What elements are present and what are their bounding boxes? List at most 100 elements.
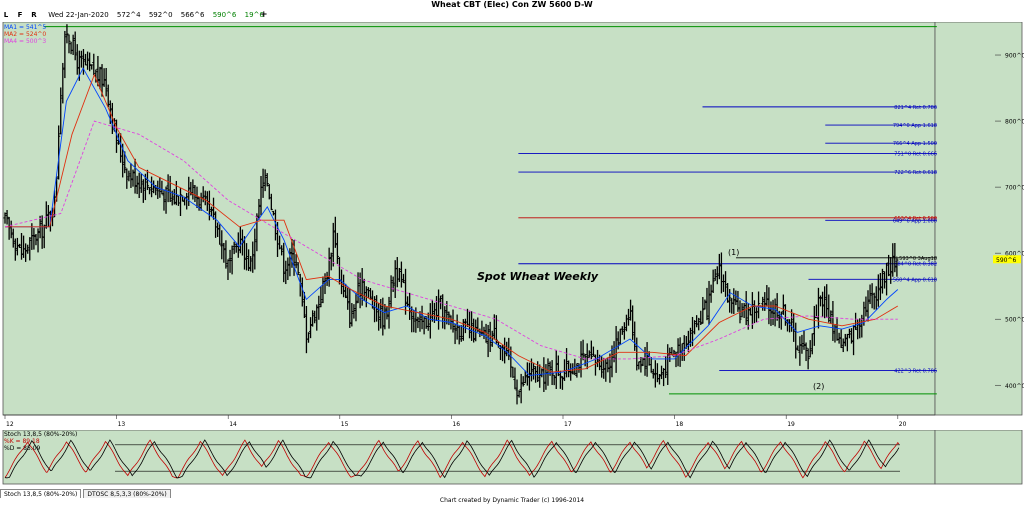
price-bar bbox=[296, 262, 300, 275]
price-bar bbox=[841, 338, 845, 353]
x-tick-label: 14 bbox=[229, 421, 237, 428]
price-bar bbox=[728, 289, 732, 313]
price-bar bbox=[249, 256, 253, 272]
price-bar bbox=[558, 370, 562, 389]
price-bar bbox=[123, 151, 127, 174]
price-bar bbox=[7, 216, 11, 240]
price-bar bbox=[403, 268, 408, 315]
price-bar bbox=[765, 285, 769, 307]
y-tick-label: 600^0 bbox=[1005, 251, 1024, 258]
stoch-d-line bbox=[4, 439, 900, 479]
price-bar bbox=[139, 173, 143, 193]
price-bar bbox=[100, 64, 104, 97]
price-bar bbox=[713, 269, 717, 281]
price-bar bbox=[114, 119, 119, 153]
x-tick-label: 13 bbox=[118, 421, 126, 428]
price-bar bbox=[451, 309, 455, 333]
price-bar bbox=[820, 291, 825, 317]
price-bar bbox=[311, 310, 315, 327]
price-bar bbox=[280, 245, 284, 256]
price-bar bbox=[302, 291, 306, 318]
price-bar bbox=[251, 241, 255, 273]
price-bar bbox=[500, 345, 505, 362]
level-label: 821^4 Ret 0.786 bbox=[894, 105, 937, 111]
price-bar bbox=[868, 284, 872, 305]
ma-line-ma4 bbox=[4, 120, 898, 360]
price-bar bbox=[550, 360, 554, 385]
price-bar bbox=[102, 68, 106, 87]
price-bar bbox=[600, 356, 604, 378]
r-button[interactable]: R bbox=[31, 11, 37, 19]
price-bar bbox=[858, 318, 862, 339]
price-bar bbox=[354, 292, 358, 322]
price-bar bbox=[401, 273, 406, 284]
tab-stoch[interactable]: Stoch 13,8,5 (80%-20%) bbox=[0, 489, 82, 498]
price-chart[interactable]: 900^0 800^0 700^0 600^0 500^0 400^0 12 13 14 15 16… bbox=[0, 22, 1024, 430]
add-button[interactable]: + bbox=[260, 10, 268, 20]
tab-dtosc[interactable]: DTOSC 8,5,3,3 (80%-20%) bbox=[83, 489, 171, 498]
price-bar bbox=[569, 363, 573, 381]
price-bar bbox=[697, 317, 701, 331]
price-bar bbox=[686, 330, 690, 352]
price-bar bbox=[746, 303, 750, 330]
price-bar bbox=[461, 319, 465, 341]
price-bar bbox=[705, 287, 709, 321]
last-price-label: 590^6 bbox=[996, 257, 1016, 264]
price-bar bbox=[527, 362, 532, 391]
price-bar bbox=[244, 243, 249, 271]
price-bar bbox=[628, 299, 633, 321]
price-bar bbox=[265, 173, 269, 187]
l-button[interactable]: L bbox=[3, 11, 9, 19]
price-bar bbox=[300, 277, 304, 307]
price-bar bbox=[143, 173, 147, 201]
price-bar bbox=[346, 287, 350, 310]
price-bar bbox=[736, 290, 740, 312]
price-bar bbox=[620, 326, 624, 335]
price-bar bbox=[637, 361, 641, 370]
price-bar bbox=[591, 346, 596, 357]
price-bar bbox=[814, 304, 818, 319]
ohlc-bars bbox=[3, 24, 899, 405]
price-bar bbox=[579, 341, 583, 378]
price-bar bbox=[808, 340, 812, 358]
price-bar bbox=[602, 357, 606, 379]
price-bar bbox=[692, 320, 697, 335]
price-bar bbox=[701, 296, 705, 324]
price-bar bbox=[30, 223, 34, 250]
price-bar bbox=[839, 329, 843, 349]
price-bar bbox=[488, 321, 492, 353]
f-button[interactable]: F bbox=[17, 11, 23, 19]
price-bar bbox=[34, 234, 38, 246]
price-bar bbox=[129, 163, 133, 189]
price-bar bbox=[571, 363, 575, 375]
price-bar bbox=[232, 241, 236, 255]
stochastic-panel[interactable]: Stoch 13,8,5 (80%-20%) %K = 89.18 %D = 85.… bbox=[0, 430, 1024, 485]
price-bar bbox=[327, 247, 331, 287]
price-bar bbox=[284, 260, 288, 285]
price-bar bbox=[216, 222, 220, 237]
price-bar bbox=[158, 177, 162, 198]
price-bar bbox=[525, 362, 529, 386]
level-label: H 593^0 3Aug18 bbox=[894, 256, 937, 262]
price-bar bbox=[416, 316, 420, 329]
price-bar bbox=[15, 237, 19, 256]
price-bar bbox=[141, 179, 145, 203]
price-bar bbox=[472, 318, 476, 343]
price-bar bbox=[391, 276, 395, 292]
price-bar bbox=[641, 357, 645, 366]
price-bar bbox=[57, 125, 61, 180]
price-bar bbox=[639, 357, 643, 373]
price-bar bbox=[209, 206, 214, 217]
price-bar bbox=[9, 220, 13, 239]
price-bar bbox=[405, 296, 410, 307]
price-bar bbox=[263, 169, 267, 192]
price-bar bbox=[71, 34, 75, 55]
price-bar bbox=[831, 301, 835, 341]
price-bar bbox=[220, 230, 224, 260]
price-bar bbox=[816, 287, 821, 329]
price-bar bbox=[849, 328, 854, 344]
price-bar bbox=[306, 332, 311, 343]
price-bar bbox=[172, 189, 176, 205]
y-tick-label: 800^0 bbox=[1005, 119, 1024, 126]
